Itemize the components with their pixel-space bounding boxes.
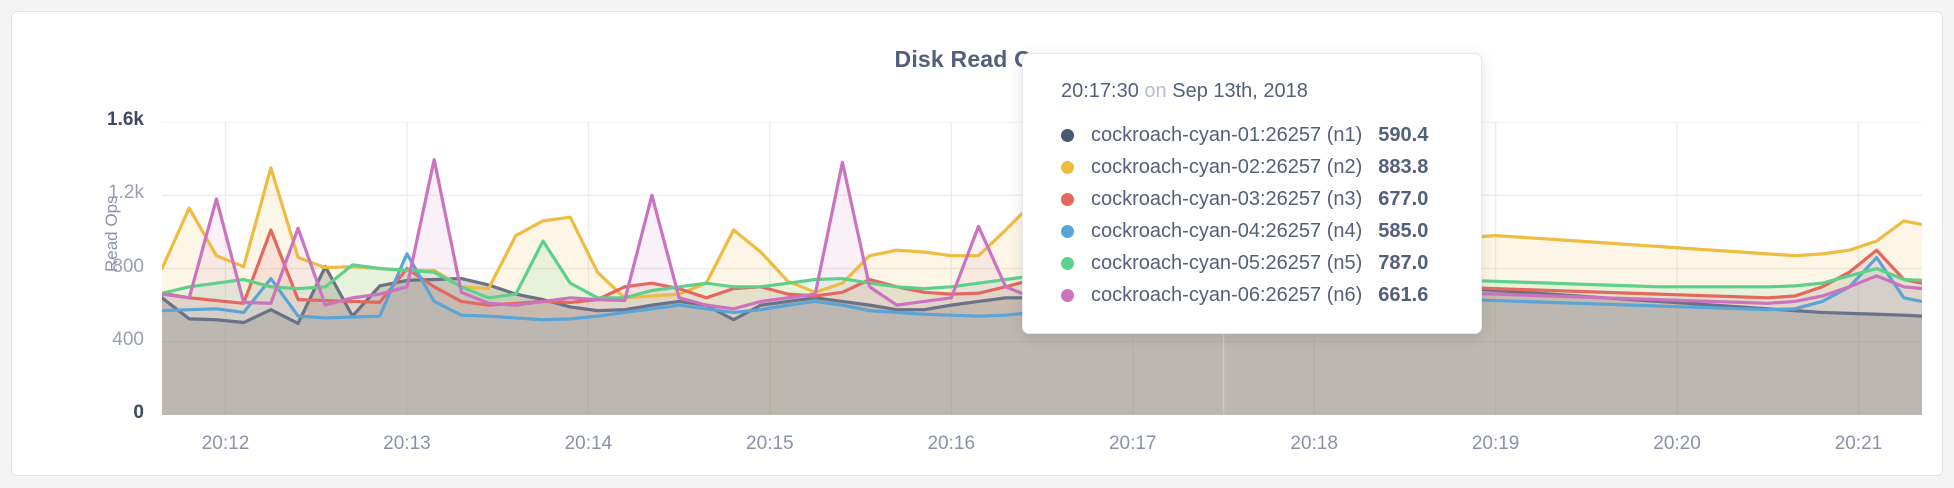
series-dot-n3-icon	[1061, 192, 1074, 206]
tooltip-series-label: cockroach-cyan-06:26257 (n6)	[1091, 283, 1363, 306]
x-tick-label: 20:19	[1471, 433, 1520, 454]
tooltip-series-label: cockroach-cyan-04:26257 (n4)	[1091, 219, 1363, 242]
x-tick-label: 20:17	[1108, 433, 1157, 454]
tooltip-timestamp: 20:17:30 on Sep 13th, 2018	[1061, 80, 1453, 103]
series-dot-n2-icon	[1061, 160, 1074, 174]
x-tick-label: 20:21	[1834, 433, 1883, 454]
tooltip-series-label: cockroach-cyan-01:26257 (n1)	[1091, 123, 1363, 146]
tooltip-date: Sep 13th, 2018	[1172, 80, 1308, 102]
y-tick-label: 1.6k	[107, 109, 144, 130]
page-title: Disk Read Ops	[894, 46, 1060, 72]
tooltip-time: 20:17:30	[1061, 80, 1139, 102]
x-tick-label: 20:20	[1653, 433, 1701, 454]
tooltip-row: cockroach-cyan-03:26257 (n3) 677.0	[1061, 183, 1453, 215]
x-tick-label: 20:15	[746, 433, 794, 454]
y-tick-label: 400	[112, 328, 144, 350]
x-tick-label: 20:16	[927, 433, 976, 454]
y-tick-label: 0	[133, 402, 144, 423]
series-dot-n5-icon	[1061, 256, 1074, 270]
tooltip-row: cockroach-cyan-02:26257 (n2) 883.8	[1061, 151, 1453, 183]
tooltip-series-label: cockroach-cyan-05:26257 (n5)	[1091, 251, 1363, 274]
chart-card: Disk Read Ops Read Ops 0 400 800 1.2k 1.6k 2…	[11, 11, 1943, 476]
x-tick-label: 20:18	[1290, 433, 1338, 454]
hover-tooltip: 20:17:30 on Sep 13th, 2018 cockroach-cya…	[1022, 53, 1482, 334]
tooltip-row: cockroach-cyan-06:26257 (n6) 661.6	[1061, 279, 1453, 311]
x-tick-label: 20:14	[564, 433, 613, 454]
tooltip-on-word: on	[1144, 80, 1167, 102]
tooltip-series-value: 677.0	[1378, 187, 1429, 210]
y-tick-label: 800	[112, 255, 144, 277]
tooltip-row: cockroach-cyan-05:26257 (n5) 787.0	[1061, 247, 1453, 279]
series-dot-n1-icon	[1061, 128, 1074, 142]
y-tick-label: 1.2k	[108, 182, 144, 204]
tooltip-series-label: cockroach-cyan-02:26257 (n2)	[1091, 155, 1363, 178]
x-tick-label: 20:13	[383, 433, 431, 454]
tooltip-row: cockroach-cyan-04:26257 (n4) 585.0	[1061, 215, 1453, 247]
tooltip-series-value: 661.6	[1378, 283, 1429, 306]
series-dot-n6-icon	[1061, 288, 1074, 302]
tooltip-series-value: 585.0	[1378, 219, 1429, 242]
tooltip-row: cockroach-cyan-01:26257 (n1) 590.4	[1061, 119, 1453, 151]
series-dot-n4-icon	[1061, 224, 1074, 238]
x-tick-label: 20:12	[201, 433, 250, 454]
tooltip-rows: cockroach-cyan-01:26257 (n1) 590.4 cockroa…	[1061, 119, 1453, 311]
tooltip-series-value: 590.4	[1378, 123, 1429, 146]
tooltip-series-label: cockroach-cyan-03:26257 (n3)	[1091, 187, 1363, 210]
tooltip-series-value: 787.0	[1378, 251, 1429, 274]
tooltip-series-value: 883.8	[1378, 155, 1429, 178]
